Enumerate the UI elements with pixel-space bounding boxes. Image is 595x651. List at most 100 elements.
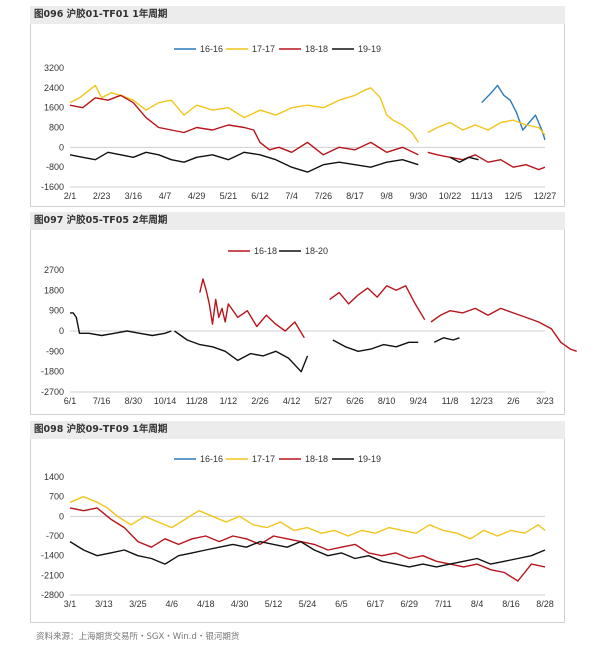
x-tick-label: 5/12 (265, 599, 283, 609)
x-tick-label: 11/8 (442, 396, 459, 406)
x-tick-label: 9/8 (380, 191, 393, 201)
y-tick-label: -800 (46, 162, 64, 172)
chart-panel-2: 图097 沪胶05-TF05 2年周期 2700 1800 900 0 -900 -180… (0, 212, 595, 415)
y-tick-label: 700 (49, 492, 64, 502)
y-tick-label: -1800 (41, 367, 64, 377)
x-tick-label: 9/24 (410, 396, 428, 406)
x-tick-label: 5/27 (315, 396, 333, 406)
x-tick-label: 4/6 (166, 599, 179, 609)
x-tick-label: 11/13 (471, 191, 493, 201)
x-tick-label: 7/26 (315, 191, 333, 201)
y-tick-label: 0 (59, 511, 64, 521)
x-tick-label: 2/1 (64, 191, 77, 201)
x-tick-label: 7/11 (435, 599, 452, 609)
legend-label: 17-17 (252, 44, 275, 54)
x-tick-label: 8/4 (471, 599, 484, 609)
x-tick-label: 8/30 (125, 396, 143, 406)
y-tick-label: 900 (49, 306, 64, 316)
x-tick-label: 8/10 (378, 396, 396, 406)
y-tick-label: 1800 (44, 285, 64, 295)
series-line-18-20 (433, 337, 460, 343)
series-line-18-20 (332, 339, 419, 352)
x-tick-label: 6/29 (401, 599, 419, 609)
y-tick-label: -2700 (41, 387, 64, 397)
chart-frame (30, 439, 565, 623)
x-tick-label: 10/14 (154, 396, 177, 406)
y-tick-label: 2400 (44, 83, 64, 93)
x-tick-label: 12/5 (505, 191, 523, 201)
legend-label: 17-17 (252, 454, 275, 464)
y-tick-label: -1600 (41, 182, 64, 192)
series-line-18-20 (70, 312, 172, 337)
x-tick-label: 10/22 (439, 191, 462, 201)
x-tick-label: 3/13 (95, 599, 113, 609)
x-tick-label: 11/28 (186, 396, 208, 406)
chart-frame (30, 230, 565, 415)
series-line-16-18 (199, 278, 305, 339)
series-line-18-20 (174, 330, 309, 373)
series-line-17-17 (69, 84, 419, 143)
x-tick-label: 4/18 (197, 599, 215, 609)
legend-label: 18-20 (305, 246, 328, 256)
x-tick-label: 12/23 (470, 396, 493, 406)
x-tick-label: 7/4 (285, 191, 298, 201)
x-tick-label: 2/23 (93, 191, 111, 201)
x-tick-label: 5/24 (299, 599, 317, 609)
y-tick-label: 0 (59, 326, 64, 336)
x-tick-label: 1/12 (220, 396, 238, 406)
y-tick-label: -700 (46, 531, 64, 541)
series-line-17-17 (427, 119, 546, 136)
series-line-19-19 (69, 151, 419, 173)
x-tick-label: 8/28 (536, 599, 554, 609)
series-line-19-19 (449, 156, 479, 163)
y-tick-label: -900 (46, 346, 64, 356)
chart-frame (30, 24, 565, 207)
y-tick-label: -1400 (41, 551, 64, 561)
series-line-18-18 (427, 151, 546, 171)
y-tick-label: 1600 (44, 103, 64, 113)
chart-title: 图097 沪胶05-TF05 2年周期 (30, 212, 565, 230)
x-tick-label: 4/12 (283, 396, 301, 406)
x-tick-label: 4/30 (231, 599, 249, 609)
x-tick-label: 3/25 (129, 599, 147, 609)
chart-title: 图096 沪胶01-TF01 1年周期 (30, 6, 565, 24)
x-tick-label: 4/7 (159, 191, 172, 201)
legend-label: 19-19 (358, 454, 381, 464)
legend-label: 16-18 (254, 246, 277, 256)
x-tick-label: 7/16 (93, 396, 111, 406)
source-note: 资料来源：上海期货交易所・SGX・Win.d・银河期货 (36, 632, 240, 642)
x-tick-label: 4/29 (188, 191, 206, 201)
x-tick-label: 6/12 (251, 191, 269, 201)
y-tick-label: 2700 (44, 265, 64, 275)
series-line-16-18 (430, 307, 577, 352)
x-tick-label: 6/1 (64, 396, 77, 406)
series-line-18-18 (69, 94, 419, 156)
series-line-16-18 (329, 285, 426, 321)
legend-label: 18-18 (305, 44, 328, 54)
x-tick-label: 3/1 (64, 599, 77, 609)
x-tick-label: 5/21 (220, 191, 238, 201)
y-tick-label: 800 (49, 123, 64, 133)
x-tick-label: 8/16 (502, 599, 520, 609)
legend-label: 19-19 (358, 44, 381, 54)
x-tick-label: 3/16 (125, 191, 143, 201)
x-tick-label: 6/17 (367, 599, 385, 609)
x-tick-label: 2/26 (251, 396, 269, 406)
legend-label: 16-16 (200, 44, 223, 54)
legend-label: 18-18 (305, 454, 328, 464)
series-line-18-18 (69, 507, 546, 582)
y-tick-label: 1400 (44, 472, 64, 482)
x-tick-label: 2/6 (507, 396, 520, 406)
x-tick-label: 12/27 (534, 191, 557, 201)
chart-panel-1: 图096 沪胶01-TF01 1年周期 3200 2400 1600 800 0 -800… (0, 6, 595, 207)
y-tick-label: -2100 (41, 570, 64, 580)
legend-label: 16-16 (200, 454, 223, 464)
chart-panel-3: 图098 沪胶09-TF09 1年周期 1400 700 0 -700 -1400 -21… (0, 421, 595, 623)
x-tick-label: 9/30 (410, 191, 428, 201)
series-line-17-17 (69, 496, 546, 540)
series-line-19-19 (69, 540, 546, 568)
chart-title: 图098 沪胶09-TF09 1年周期 (30, 421, 565, 439)
